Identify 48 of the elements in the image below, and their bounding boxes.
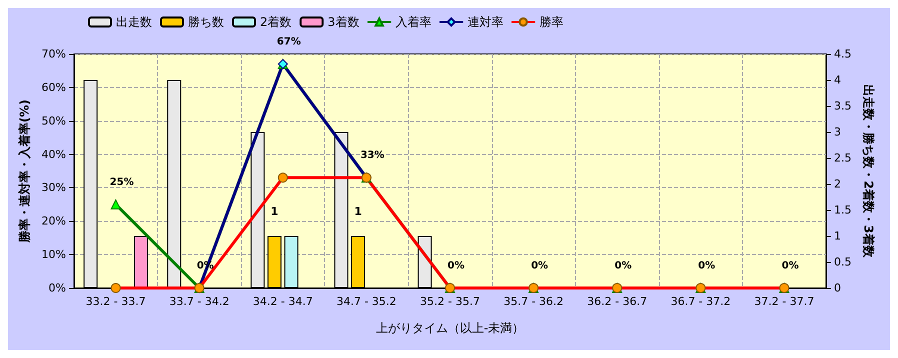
y-tick-label: 70% (42, 48, 66, 60)
y2-tick-label: 1 (834, 230, 841, 242)
x-tick-label: 33.2 - 33.7 (86, 295, 146, 308)
y-tick-label: 0% (48, 282, 66, 294)
legend-label: 勝率 (539, 15, 564, 29)
legend-label: 入着率 (395, 15, 432, 29)
x-tick-label: 36.2 - 36.7 (587, 295, 648, 308)
y2-tick-label: 2 (834, 178, 841, 190)
y2-tick-label: 4 (834, 74, 841, 86)
y2-tick-label: 0 (834, 282, 841, 294)
x-tick-label: 36.7 - 37.2 (670, 295, 731, 308)
y2-tick-label: 3.5 (834, 100, 852, 112)
x-axis-title: 上がりタイム（以上-未満） (376, 321, 524, 335)
y2-tick-label: 0.5 (834, 256, 852, 268)
legend-label: 2着数 (260, 15, 292, 29)
x-tick-label: 35.7 - 36.2 (504, 295, 564, 308)
legend-label: 勝ち数 (188, 15, 224, 29)
y-tick-label: 50% (42, 114, 66, 128)
data-label: 25% (110, 176, 134, 188)
y2-tick-label: 4.5 (834, 48, 852, 60)
legend-label: 3着数 (328, 15, 360, 29)
data-label: 1 (354, 205, 362, 218)
data-label: 0% (448, 260, 464, 272)
y2-tick-label: 3 (834, 126, 841, 138)
data-label: 0% (698, 260, 716, 272)
y-tick-label: 30% (42, 181, 66, 194)
data-label: 0% (782, 260, 799, 272)
data-label: 33% (360, 150, 384, 162)
data-label: 1 (270, 205, 278, 218)
y2-tick-label: 2.5 (834, 152, 852, 164)
y-tick-label: 40% (42, 148, 66, 161)
y2-tick-label: 1.5 (834, 204, 852, 216)
x-tick-label: 35.2 - 35.7 (420, 295, 480, 308)
y-tick-label: 10% (42, 248, 66, 262)
y2-axis-title: 出走数・勝ち数・2着数・3着数 (861, 84, 876, 258)
data-label: 0% (531, 260, 548, 272)
data-label: 67% (276, 36, 301, 48)
legend-label: 連対率 (467, 15, 504, 29)
x-tick-label: 33.7 - 34.2 (169, 295, 230, 308)
y-tick-label: 20% (42, 214, 66, 228)
x-tick-label: 34.2 - 34.7 (252, 295, 313, 308)
x-tick-label: 37.2 - 37.7 (754, 295, 814, 308)
x-tick-label: 34.7 - 35.2 (336, 295, 396, 308)
data-label: 0% (614, 260, 632, 272)
legend-label: 出走数 (116, 15, 152, 29)
point (110, 199, 121, 210)
y-axis-title: 勝率・連対率・入着率(%) (18, 100, 32, 244)
y-tick-label: 60% (42, 80, 66, 94)
